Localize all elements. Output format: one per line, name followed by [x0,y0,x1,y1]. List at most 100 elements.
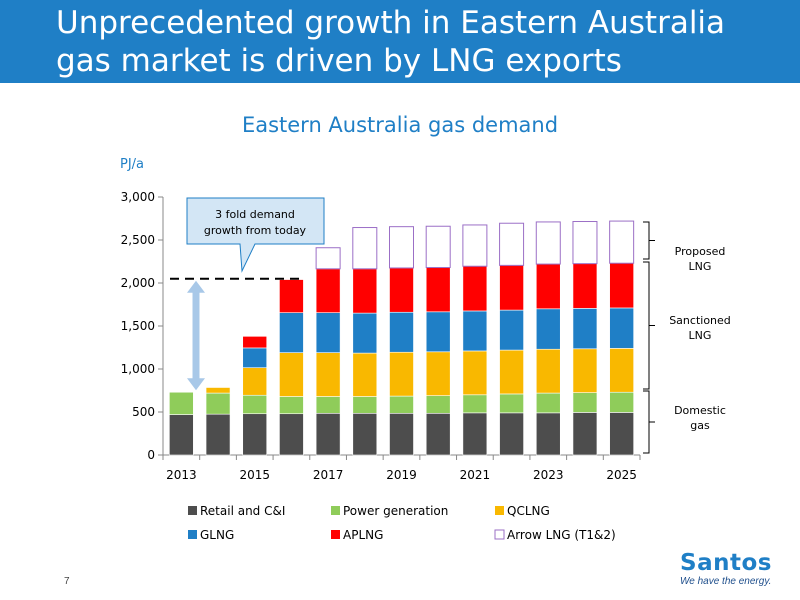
slide-number: 7 [64,576,70,587]
bar-segment [425,412,451,456]
y-tick-label: 2,500 [121,233,155,247]
legend-swatch [494,529,505,540]
bar-segment [535,221,561,265]
bar-segment [609,220,635,264]
category-bracket [643,261,655,390]
bar-segment [425,267,451,313]
slide-title: Unprecedented growth in Eastern Australi… [56,5,726,79]
category-bracket [643,390,655,454]
y-tick-label: 1,500 [121,319,155,333]
bar-segment [499,222,525,266]
bar-segment [389,351,414,397]
bar-segment [242,347,268,369]
legend-swatch [331,530,340,539]
x-tick-label: 2023 [533,468,564,482]
callout-box [186,197,325,273]
x-tick-label: 2025 [606,468,637,482]
bar-segment [609,262,634,309]
bracket-label: Proposed [675,245,726,258]
category-bracket [643,221,655,260]
bar-segment [352,312,378,354]
bar-segment [389,267,414,313]
bar-segment [462,394,488,414]
bar-segment [572,392,598,413]
bar-segment [242,394,268,415]
bar-segment [205,387,231,394]
bar-segment [499,265,524,311]
bar-segment [242,367,268,396]
bar-segment [462,412,488,456]
bar-segment [352,352,378,397]
bar-segment [279,413,304,456]
legend-label: GLNG [200,528,234,542]
legend-swatch [331,506,340,515]
bar-segment [205,392,231,415]
bar-segment [279,312,304,353]
logo-name: Santos [680,550,772,576]
x-tick-label: 2019 [386,468,417,482]
bar-segment [572,412,598,456]
bar-segment [242,336,268,349]
bar-segment [315,247,341,270]
bar-segment [499,309,524,351]
bar-segment [389,226,414,269]
chart-title: Eastern Australia gas demand [241,113,559,137]
bracket-label: Domestic [674,404,726,417]
bar-segment [279,396,304,415]
bar-segment [572,263,598,309]
legend-swatch [188,530,197,539]
x-tick-label: 2017 [313,468,344,482]
bar-segment [609,307,634,349]
x-tick-label: 2021 [460,468,491,482]
bar-segment [315,396,341,414]
bar-segment [425,395,451,414]
bar-segment [535,308,561,350]
bar-segment [425,351,451,396]
bar-segment [352,268,378,314]
bar-segment [572,348,598,393]
bracket-label: gas [690,419,710,432]
bar-segment [352,227,378,270]
bar-segment [462,310,488,352]
legend-label: Power generation [343,504,448,518]
y-tick-label: 1,000 [121,362,155,376]
bar-segment [315,412,341,456]
legend-swatch [188,506,197,515]
bar-segment [572,308,598,350]
callout-text-line: growth from today [204,224,307,237]
bracket-label: LNG [689,260,712,273]
bar-segment [609,348,634,393]
bar-segment [499,393,524,414]
bar-segment [499,349,524,395]
bar-segment [425,225,451,269]
bar-segment [535,263,561,310]
x-tick-label: 2015 [239,468,270,482]
bar-segment [499,412,524,456]
bracket-label: Sanctioned [669,314,731,327]
bar-segment [169,414,194,456]
callout-text-line: 3 fold demand [215,208,295,221]
bar-segment [315,268,341,313]
bar-segment [352,396,378,414]
bar-segment [205,413,231,456]
bar-segment [609,412,634,456]
bar-segment [462,265,488,312]
bar-segment [389,412,414,456]
bar-segment [462,224,488,267]
bar-segment [609,391,634,413]
bracket-label: LNG [689,329,712,342]
bar-segment [389,395,414,414]
logo-tagline: We have the energy. [680,576,772,587]
growth-arrow-head-top [187,280,205,293]
growth-arrow-head-bottom [187,378,205,391]
bar-segment [242,413,268,456]
bar-segment [572,221,598,265]
legend-label: QCLNG [507,504,550,518]
bar-segment [279,279,304,313]
y-axis-title: PJ/a [120,157,144,172]
bar-segment [389,311,414,353]
bar-segment [535,392,561,414]
bar-segment [279,352,304,397]
bar-segment [425,311,451,353]
